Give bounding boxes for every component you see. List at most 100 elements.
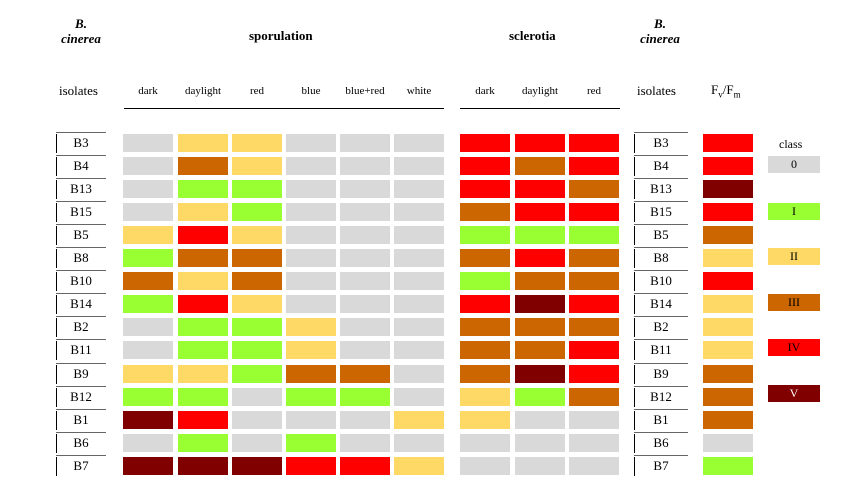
sporulation-cell bbox=[178, 203, 228, 222]
column-header-sporulation-daylight: daylight bbox=[184, 85, 222, 97]
sporulation-cell bbox=[394, 295, 444, 314]
sporulation-cell bbox=[232, 226, 282, 245]
sporulation-cell bbox=[340, 272, 390, 291]
row-bracket-right bbox=[634, 364, 635, 384]
sporulation-rule bbox=[124, 108, 444, 109]
isolate-label-right: B15 bbox=[650, 204, 672, 220]
sclerotia-header: sclerotia bbox=[509, 28, 556, 43]
row-bracket-right bbox=[634, 387, 635, 407]
fvfm-cell bbox=[703, 272, 753, 291]
row-bracket-right bbox=[634, 226, 635, 246]
sporulation-cell bbox=[232, 203, 282, 222]
isolate-label-right: B9 bbox=[653, 365, 669, 381]
fvfm-cell bbox=[703, 157, 753, 176]
row-separator-left bbox=[56, 132, 106, 133]
sporulation-cell bbox=[123, 318, 173, 337]
sclerotia-cell bbox=[515, 318, 565, 337]
sporulation-cell bbox=[123, 295, 173, 314]
isolate-label-right: B10 bbox=[650, 273, 672, 289]
sporulation-cell bbox=[286, 341, 336, 360]
column-header-sporulation-white: white bbox=[406, 85, 432, 97]
sclerotia-cell bbox=[569, 433, 619, 452]
row-bracket-left bbox=[56, 387, 57, 407]
row-bracket-right bbox=[634, 456, 635, 476]
sporulation-cell bbox=[232, 387, 282, 406]
sporulation-cell bbox=[286, 226, 336, 245]
isolate-label-right: B12 bbox=[650, 388, 672, 404]
row-bracket-left bbox=[56, 226, 57, 246]
sporulation-cell bbox=[286, 180, 336, 199]
row-bracket-right bbox=[634, 318, 635, 338]
sporulation-cell bbox=[340, 410, 390, 429]
row-separator-right bbox=[634, 178, 688, 180]
sclerotia-cell bbox=[460, 387, 510, 406]
isolate-label-right: B2 bbox=[653, 319, 669, 335]
row-bracket-left bbox=[56, 295, 57, 315]
row-bracket-left bbox=[56, 272, 57, 292]
sclerotia-cell bbox=[515, 134, 565, 152]
column-header-sporulation-blue: blue bbox=[301, 85, 321, 97]
sporulation-cell bbox=[340, 226, 390, 245]
sporulation-cell bbox=[123, 433, 173, 452]
isolate-label-right: B8 bbox=[653, 250, 669, 266]
sclerotia-cell bbox=[569, 295, 619, 314]
isolate-label-right: B13 bbox=[650, 181, 672, 197]
sclerotia-cell bbox=[569, 157, 619, 176]
row-separator-right bbox=[634, 316, 688, 318]
row-bracket-right bbox=[634, 134, 635, 153]
sporulation-cell bbox=[286, 387, 336, 406]
row-separator-right bbox=[634, 270, 688, 272]
sclerotia-cell bbox=[569, 318, 619, 337]
isolate-label-left: B11 bbox=[70, 342, 92, 358]
sporulation-cell bbox=[394, 387, 444, 406]
sporulation-cell bbox=[232, 272, 282, 291]
column-header-sclerotia-daylight: daylight bbox=[521, 85, 559, 97]
sporulation-cell bbox=[340, 180, 390, 199]
isolate-label-left: B14 bbox=[70, 296, 92, 312]
row-separator-right bbox=[634, 385, 688, 387]
isolate-label-left: B2 bbox=[73, 319, 89, 335]
sporulation-cell bbox=[340, 433, 390, 452]
row-bracket-left bbox=[56, 134, 57, 153]
sclerotia-cell bbox=[460, 318, 510, 337]
row-separator-right bbox=[634, 431, 688, 433]
sporulation-cell bbox=[123, 249, 173, 268]
row-bracket-left bbox=[56, 318, 57, 338]
sclerotia-cell bbox=[460, 203, 510, 222]
fvfm-cell bbox=[703, 341, 753, 360]
sporulation-cell bbox=[340, 157, 390, 176]
row-separator-left bbox=[56, 385, 106, 387]
isolate-label-right: B11 bbox=[650, 342, 672, 358]
sporulation-cell bbox=[232, 341, 282, 360]
isolate-label-right: B3 bbox=[653, 135, 669, 150]
sclerotia-cell bbox=[515, 410, 565, 429]
sclerotia-cell bbox=[515, 295, 565, 314]
row-separator-left bbox=[56, 431, 106, 433]
sporulation-cell bbox=[394, 364, 444, 383]
sporulation-cell bbox=[232, 433, 282, 452]
legend-title: class bbox=[779, 137, 803, 151]
sclerotia-rule bbox=[460, 108, 620, 109]
sporulation-cell bbox=[340, 249, 390, 268]
sporulation-cell bbox=[232, 318, 282, 337]
sporulation-cell bbox=[286, 249, 336, 268]
sclerotia-cell bbox=[569, 364, 619, 383]
sclerotia-cell bbox=[460, 180, 510, 199]
isolate-label-right: B7 bbox=[653, 457, 669, 473]
row-separator-left bbox=[56, 339, 106, 341]
sclerotia-cell bbox=[569, 249, 619, 268]
sclerotia-cell bbox=[569, 341, 619, 360]
row-bracket-right bbox=[634, 180, 635, 200]
sclerotia-cell bbox=[515, 456, 565, 475]
isolate-label-left: B8 bbox=[73, 250, 89, 266]
sclerotia-cell bbox=[569, 203, 619, 222]
sclerotia-cell bbox=[460, 157, 510, 176]
sclerotia-cell bbox=[460, 134, 510, 152]
sporulation-cell bbox=[340, 203, 390, 222]
sporulation-cell bbox=[123, 203, 173, 222]
sporulation-cell bbox=[178, 272, 228, 291]
row-bracket-left bbox=[56, 433, 57, 453]
sporulation-cell bbox=[232, 410, 282, 429]
sporulation-cell bbox=[178, 157, 228, 176]
sclerotia-cell bbox=[569, 410, 619, 429]
